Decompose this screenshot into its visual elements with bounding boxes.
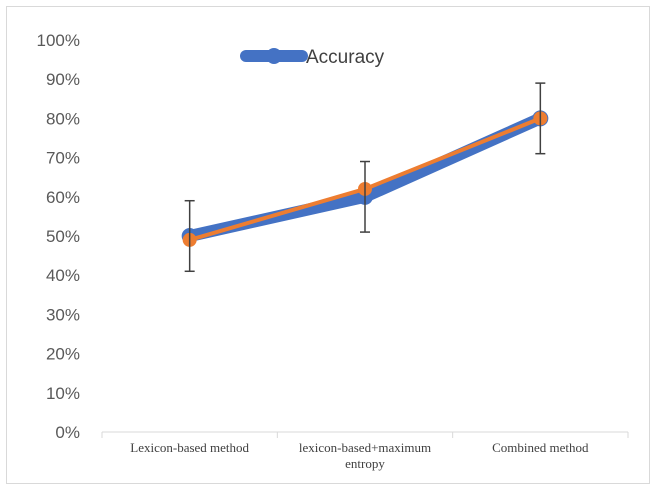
y-tick-label: 20% xyxy=(46,345,80,364)
y-tick-label: 100% xyxy=(37,31,80,50)
y-axis: 0% 10% 20% 30% 40% 50% 60% 70% 80% 90% 100% xyxy=(37,31,80,442)
legend-marker xyxy=(266,48,282,64)
y-tick-label: 30% xyxy=(46,305,80,324)
y-tick-label: 80% xyxy=(46,109,80,128)
y-tick-label: 0% xyxy=(55,423,80,442)
chart-frame xyxy=(6,6,650,484)
x-tick-label: lexicon-based+maximum entropy xyxy=(299,440,431,471)
y-tick-label: 10% xyxy=(46,384,80,403)
legend: Accuracy xyxy=(240,47,385,68)
y-tick-label: 40% xyxy=(46,266,80,285)
legend-label: Accuracy xyxy=(306,47,385,68)
y-tick-label: 60% xyxy=(46,188,80,207)
x-tick-label: Combined method xyxy=(492,440,589,455)
y-tick-label: 70% xyxy=(46,149,80,168)
x-axis: Lexicon-based method lexicon-based+maximu… xyxy=(101,431,629,471)
x-tick-label: Lexicon-based method xyxy=(130,440,249,455)
error-bars xyxy=(184,82,546,273)
y-tick-label: 90% xyxy=(46,70,80,89)
y-tick-label: 50% xyxy=(46,227,80,246)
